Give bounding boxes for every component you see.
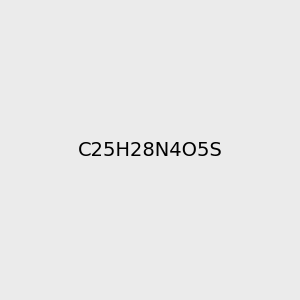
Text: C25H28N4O5S: C25H28N4O5S xyxy=(78,140,222,160)
